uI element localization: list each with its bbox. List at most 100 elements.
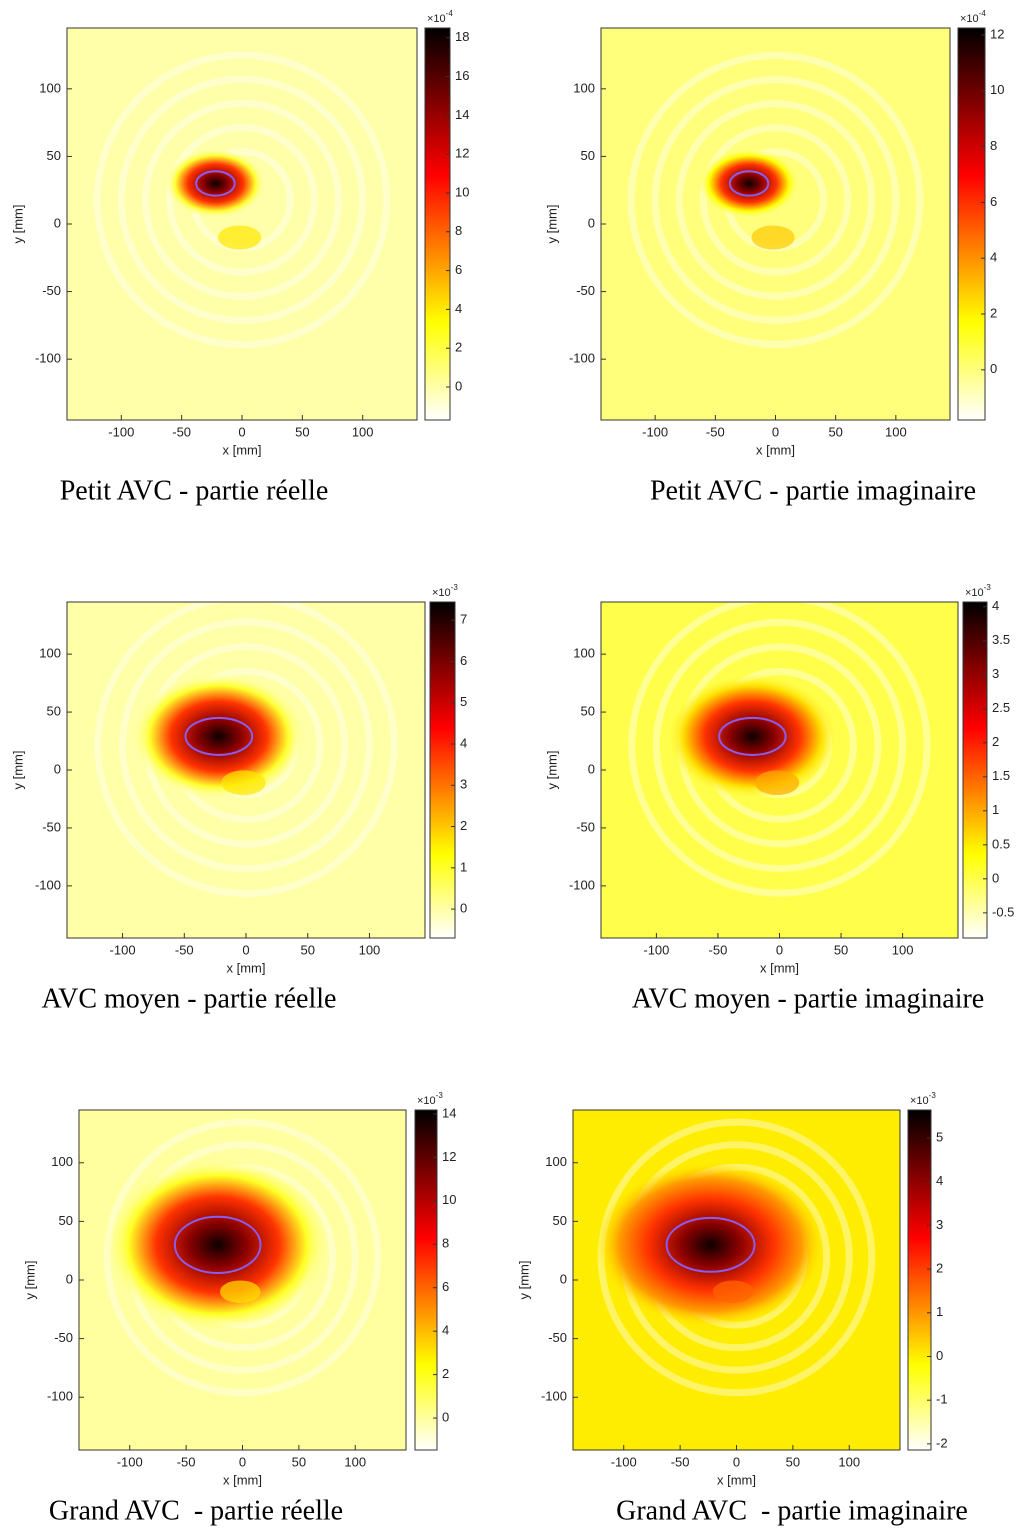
y-tick-label: 50 [47,704,61,719]
colorbar-tick-label: 10 [455,184,469,199]
y-tick-label: -100 [47,1389,73,1404]
colorbar [429,601,456,939]
y-tick-label: -50 [42,283,61,298]
colorbar-tick-label: -2 [936,1435,948,1450]
colorbar-tick-label: 5 [936,1129,943,1144]
x-tick-label: -100 [108,424,134,439]
y-tick-label: -50 [576,283,595,298]
x-tick-label: 50 [834,942,848,957]
colorbar-tick-label: 2 [460,818,467,833]
y-tick-label: -100 [569,877,595,892]
heatmap-background [67,28,417,420]
heatmap-ring [651,76,900,324]
heatmap-hotspot [596,1161,825,1328]
colorbar-scale-exponent: -3 [436,1091,444,1100]
x-tick-label: -50 [172,424,191,439]
heatmap-ring [166,123,318,276]
colorbar-tick-label: 14 [455,107,469,122]
colorbar-tick-label: 14 [442,1105,456,1120]
x-tick-label: 100 [344,1454,366,1469]
colorbar-scale-exponent: -4 [979,9,987,18]
colorbar-scale: ×10-4 [427,9,453,25]
x-tick-label: 50 [300,942,314,957]
heatmap-ring [119,618,373,873]
colorbar [424,27,451,421]
stroke-outline [728,170,770,197]
x-tick-label: -100 [110,942,136,957]
colorbar-tick-label: -0.5 [992,904,1014,919]
x-tick-label: 100 [352,424,374,439]
y-tick-label: -100 [35,877,61,892]
colorbar-tick-label: 8 [442,1236,449,1251]
heatmap-ring [699,124,852,276]
colorbar-tick-label: 0.5 [992,836,1010,851]
colorbar-scale: ×10-4 [960,9,986,25]
x-tick-label: -50 [671,1454,690,1469]
heatmap-hotspot [698,148,800,219]
colorbar-tick-label: 1 [936,1304,943,1319]
caption: Petit AVC - partie réelle [60,475,329,506]
colorbar-tick-label: -1 [936,1392,948,1407]
colorbar-tick-label: 3.5 [992,632,1010,647]
y-tick-label: -50 [42,819,61,834]
colorbar-tick-label: 12 [990,26,1004,41]
heatmap-shadow [751,225,795,250]
colorbar-tick-label: 2 [990,305,997,320]
y-tick-label: 100 [573,646,595,661]
colorbar-scale-base: ×10 [910,1095,929,1107]
x-axis-label: x [mm] [223,1472,262,1487]
y-tick-label: 0 [54,761,61,776]
x-tick-label: -100 [642,424,668,439]
y-tick-label: 50 [47,148,61,163]
colorbar-scale-base: ×10 [960,13,979,25]
colorbar-scale-exponent: -3 [451,583,459,592]
heatmap-shadow [712,1280,754,1303]
heatmap-ring [93,51,391,349]
colorbar-scale: ×10-3 [910,1091,936,1107]
colorbar-tick-label: 2 [455,340,462,355]
colorbar-scale-exponent: -4 [446,9,454,18]
heatmap [67,28,417,420]
y-tick-label: -50 [548,1330,567,1345]
heatmap [79,1110,406,1450]
colorbar-tick-label: 6 [460,653,467,668]
x-tick-label: 0 [239,1454,246,1469]
colorbar-tick-label: 6 [442,1279,449,1294]
colorbar-tick-label: 1.5 [992,768,1010,783]
heatmap-ring [627,52,924,348]
colorbar-tick-label: 0 [442,1410,449,1425]
caption: Petit AVC - partie imaginaire [650,475,976,506]
x-tick-label: -50 [706,424,725,439]
y-tick-label: 100 [39,80,61,95]
colorbar-tick-label: 2 [992,734,999,749]
heatmap [601,602,958,938]
y-axis-label: y [mm] [10,751,25,790]
stroke-outline [718,716,787,756]
colorbar-tick-label: 4 [936,1173,943,1188]
heatmap-hotspot [165,148,266,219]
x-tick-label: -50 [175,942,194,957]
colorbar-tick-label: 6 [990,194,997,209]
heatmap-ring [103,1118,382,1397]
y-tick-label: 0 [560,1271,567,1286]
colorbar-scale-base: ×10 [417,1095,436,1107]
x-tick-label: 50 [295,424,309,439]
colorbar [962,601,988,939]
colorbar-tick-label: 10 [442,1192,456,1207]
y-axis-label: y [mm] [10,205,25,244]
y-axis-label: y [mm] [22,1261,37,1300]
colorbar-scale: ×10-3 [417,1091,443,1107]
colorbar-tick-label: 2 [936,1261,943,1276]
colorbar-tick-label: 5 [460,694,467,709]
stroke-outline [184,716,254,756]
y-tick-label: 100 [545,1154,567,1169]
x-tick-label: 100 [892,942,914,957]
heatmap-ring [652,618,907,872]
x-tick-label: -100 [611,1454,637,1469]
y-tick-label: 50 [581,148,595,163]
colorbar-tick-label: 4 [460,735,467,750]
colorbar-scale-exponent: -3 [929,1091,937,1100]
y-tick-label: 100 [573,80,595,95]
